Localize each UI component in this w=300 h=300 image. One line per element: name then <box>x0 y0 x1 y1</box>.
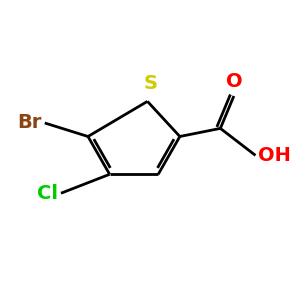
Text: OH: OH <box>258 146 291 165</box>
Text: S: S <box>143 74 157 93</box>
Text: Cl: Cl <box>37 184 58 203</box>
Text: O: O <box>226 72 242 91</box>
Text: Br: Br <box>18 113 42 133</box>
